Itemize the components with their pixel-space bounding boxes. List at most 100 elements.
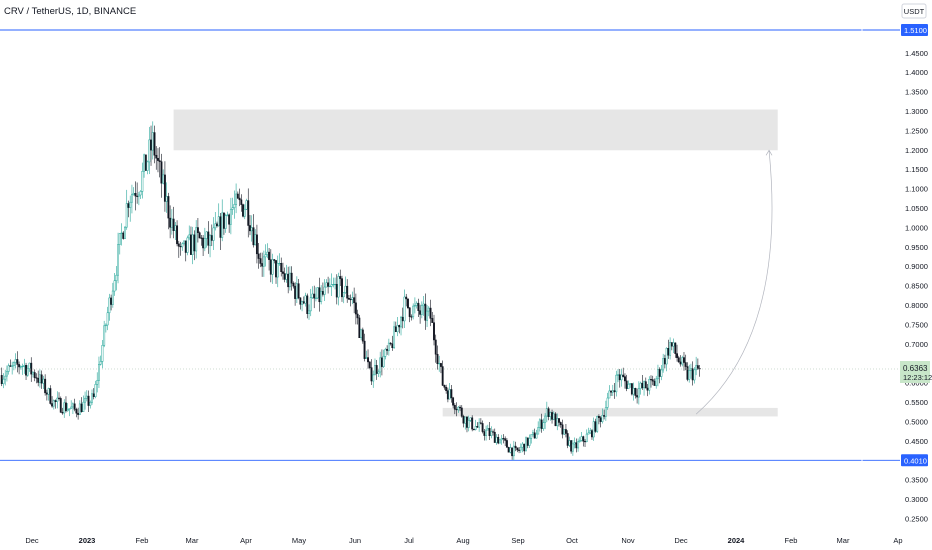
candle-body [313, 293, 316, 299]
candle-9 [16, 351, 19, 373]
candle-102 [177, 240, 180, 258]
candle-body [396, 325, 399, 333]
price-tick-label: 0.8500 [905, 282, 928, 291]
time-label: Aug [456, 536, 469, 545]
candle-body [205, 231, 208, 239]
candle-164 [285, 264, 288, 283]
price-tick-label: 1.4500 [905, 49, 928, 58]
candle-body [209, 235, 212, 246]
candle-385 [669, 337, 672, 360]
candle-111 [193, 230, 196, 261]
candle-body [335, 283, 338, 298]
candle-body [592, 421, 595, 438]
candle-body [341, 278, 343, 298]
candle-350 [608, 385, 611, 399]
candle-body [188, 234, 191, 239]
candle-25 [44, 374, 47, 396]
candle-body [670, 342, 673, 347]
candle-body [367, 357, 369, 363]
candle-body [552, 413, 555, 420]
price-tick-label: 0.7000 [905, 340, 928, 349]
candle-body [278, 263, 281, 265]
candle-body [14, 359, 17, 363]
candle-75 [130, 184, 133, 214]
candle-body [511, 447, 514, 457]
candle-body [240, 199, 243, 205]
candle-body [127, 203, 130, 208]
candle-14 [25, 362, 27, 380]
candle-body [445, 387, 448, 391]
candle-body [190, 234, 192, 255]
candle-body [563, 429, 566, 435]
candle-320 [556, 413, 559, 431]
candle-body [0, 375, 3, 384]
candle-body [422, 303, 425, 307]
candle-body [177, 243, 180, 247]
candle-370 [643, 380, 646, 396]
price-tick-label: 0.9500 [905, 243, 928, 252]
candle-body [195, 227, 198, 252]
currency-button[interactable]: USDT [901, 3, 927, 19]
candle-body [266, 251, 269, 255]
candle-31 [54, 399, 57, 409]
candle-216 [375, 359, 378, 380]
candle-body [460, 407, 463, 417]
candle-body [691, 368, 694, 381]
candle-body [415, 302, 418, 306]
candle-body [644, 381, 647, 389]
candle-body [306, 295, 309, 314]
candle-body [9, 365, 12, 367]
candle-390 [677, 355, 680, 363]
candle-285 [495, 434, 498, 445]
candle-body [394, 326, 397, 333]
candle-body [214, 223, 217, 229]
lower-level-tag-text: 0.4010 [904, 456, 927, 465]
candle-body [431, 318, 434, 323]
candle-161 [280, 257, 283, 277]
candle-274 [476, 422, 479, 428]
candle-body [622, 374, 625, 377]
time-axis[interactable]: Dec 2023 Feb Mar Apr May Jun Jul Aug Sep Oct Nov Dec… [25, 536, 902, 545]
price-axis[interactable]: 1.4500 1.4000 1.3500 1.3000 1.2500 1.2000 1.15… [900, 24, 932, 523]
candle-11 [19, 365, 22, 370]
candle-19 [33, 369, 36, 382]
candle-159 [276, 255, 279, 288]
candle-387 [672, 338, 675, 353]
candle-35 [61, 407, 64, 415]
candle-body [636, 395, 639, 398]
price-tick-label: 1.1000 [905, 185, 928, 194]
candle-body [47, 388, 50, 395]
arrow-head [765, 149, 773, 156]
candle-273 [474, 419, 477, 431]
candle-body [653, 380, 656, 386]
candle-81 [141, 162, 144, 199]
candle-body [544, 415, 547, 423]
candle-body [5, 371, 8, 377]
candle-312 [542, 418, 545, 431]
candle-109 [190, 226, 192, 255]
candle-body [681, 357, 684, 365]
candle-215 [374, 358, 376, 376]
candle-355 [617, 368, 619, 383]
candle-body [580, 436, 583, 441]
candle-143 [249, 215, 251, 236]
candle-163 [283, 267, 286, 283]
candle-391 [679, 355, 682, 367]
candle-body [545, 408, 548, 417]
candle-156 [271, 253, 274, 284]
candle-218 [379, 351, 382, 378]
candle-body [235, 193, 238, 205]
candle-88 [153, 125, 156, 164]
candle-28 [49, 385, 52, 405]
candle-0 [0, 367, 3, 387]
candle-body [247, 200, 250, 226]
candle-body [497, 436, 500, 444]
candle-body [684, 362, 687, 367]
candle-37 [65, 396, 67, 413]
candle-125 [217, 203, 220, 227]
candle-body [662, 358, 665, 371]
candle-144 [250, 215, 253, 242]
candle-body [334, 283, 336, 286]
candle-body [412, 305, 415, 318]
